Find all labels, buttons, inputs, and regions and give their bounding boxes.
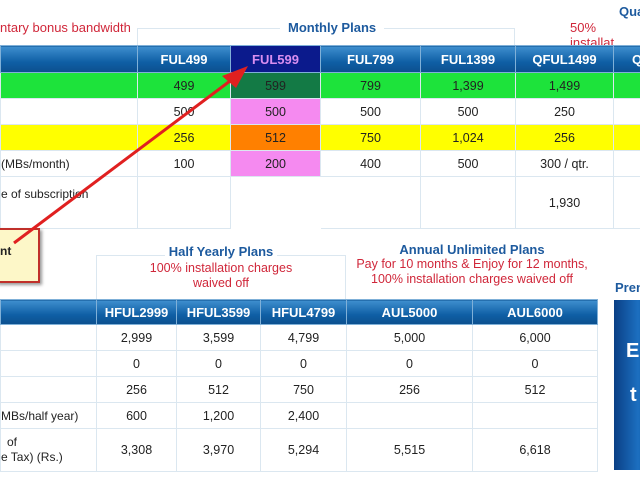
- header-label: [0, 299, 97, 325]
- bottom-plans-table: HFUL2999 HFUL3599 HFUL4799 AUL5000 AUL6000 2…: [0, 299, 598, 472]
- arrow-head-icon: [222, 66, 248, 88]
- table-row: 2,999 3,599 4,799 5,000 6,000: [0, 324, 598, 351]
- half-yearly-title: Half Yearly Plans: [164, 244, 278, 259]
- annual-title: Annual Unlimited Plans: [399, 242, 545, 257]
- table-row: (MBs/month) 100 200 400 500 300 / qtr.: [0, 150, 640, 177]
- table-row: 500 500 500 500 250: [0, 98, 640, 125]
- table-row: of e Tax) (Rs.) 3,308 3,970 5,294 5,515 6,618: [0, 428, 598, 472]
- col-ful499: FUL499: [137, 45, 231, 73]
- col-aul5000: AUL5000: [346, 299, 473, 325]
- premium-banner: E t: [614, 300, 640, 470]
- col-aul6000: AUL6000: [472, 299, 598, 325]
- top-plans-table: FUL499 FUL599 FUL799 FUL1399 QFUL1499 Q …: [0, 45, 640, 229]
- premium-title: Pren: [615, 280, 640, 295]
- col-hful3599: HFUL3599: [176, 299, 261, 325]
- col-ful1399: FUL1399: [420, 45, 516, 73]
- monthly-plans-title: Monthly Plans: [280, 20, 385, 35]
- col-ful799: FUL799: [320, 45, 421, 73]
- arrow-shaft: [13, 73, 239, 245]
- annual-note-1: Pay for 10 months & Enjoy for 12 months,: [356, 257, 588, 271]
- table-row: MBs/half year) 600 1,200 2,400: [0, 402, 598, 429]
- table-row: 256 512 750 1,024 256: [0, 124, 640, 151]
- annual-note-2: 100% installation charges waived off: [371, 272, 573, 286]
- header-label: [0, 45, 138, 73]
- half-yearly-note: 100% installation charges waived off: [149, 261, 293, 290]
- quarterly-title: Qua: [619, 4, 640, 19]
- table-row: e of subscription 1,930: [0, 176, 640, 229]
- col-hful2999: HFUL2999: [96, 299, 177, 325]
- bonus-note: ntary bonus bandwidth: [0, 20, 131, 35]
- col-q: Q: [613, 45, 640, 73]
- col-qful1499: QFUL1499: [515, 45, 614, 73]
